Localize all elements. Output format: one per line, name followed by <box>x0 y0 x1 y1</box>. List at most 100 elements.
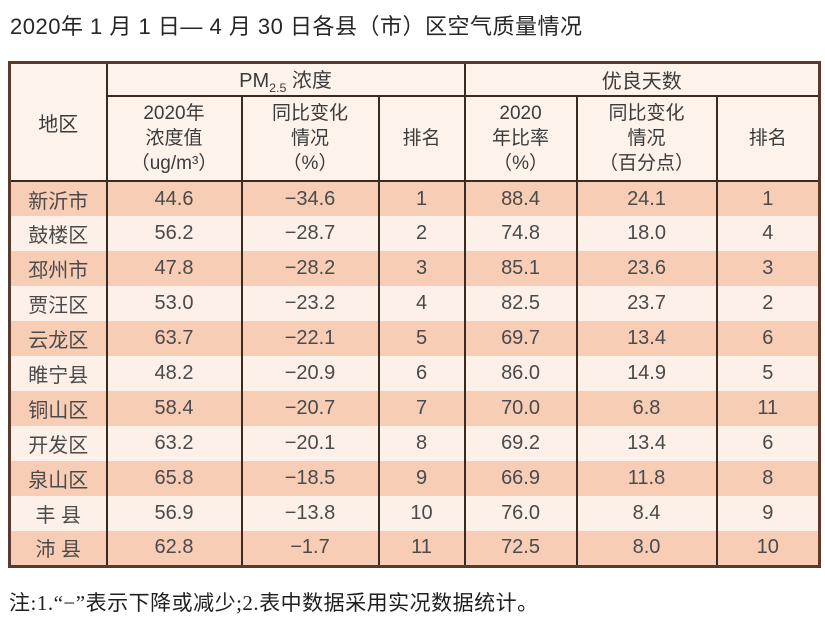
cell-pm-change: −28.7 <box>240 216 379 251</box>
table-row: 开发区 63.2 −20.1 8 69.2 13.4 6 <box>8 426 820 461</box>
cell-pm-change: −28.2 <box>240 251 379 286</box>
cell-pm-change: −22.1 <box>240 321 379 356</box>
cell-gd-rank: 10 <box>715 531 820 566</box>
col-header-region: 地区 <box>8 62 107 182</box>
cell-gd-change: 6.8 <box>575 391 717 426</box>
col-header-pm-value: 2020年 浓度值 （ug/m³） <box>105 96 242 182</box>
table-row: 贾汪区 53.0 −23.2 4 82.5 23.7 2 <box>8 286 820 321</box>
cell-gd-rank: 3 <box>715 251 820 286</box>
table-header: 地区 PM2.5 浓度 优良天数 2020年 浓度值 （ug/m³） 同比变化 … <box>8 62 820 182</box>
page-title: 2020年 1 月 1 日— 4 月 30 日各县（市）区空气质量情况 <box>10 14 583 39</box>
cell-pm-rank: 9 <box>377 461 465 496</box>
cell-gd-rank: 1 <box>715 181 820 216</box>
cell-gd-rate: 82.5 <box>463 286 577 321</box>
cell-pm-change: −18.5 <box>240 461 379 496</box>
cell-gd-rank: 4 <box>715 216 820 251</box>
cell-pm-change: −23.2 <box>240 286 379 321</box>
table-row: 铜山区 58.4 −20.7 7 70.0 6.8 11 <box>8 391 820 426</box>
cell-gd-change: 11.8 <box>575 461 717 496</box>
cell-gd-change: 14.9 <box>575 356 717 391</box>
cell-gd-change: 18.0 <box>575 216 717 251</box>
cell-gd-rank: 6 <box>715 321 820 356</box>
col-header-gd-rate: 2020 年比率 （%） <box>463 96 577 182</box>
cell-pm-value: 65.8 <box>105 461 242 496</box>
cell-pm-change: −13.8 <box>240 496 379 531</box>
cell-pm-value: 48.2 <box>105 356 242 391</box>
air-quality-table: 地区 PM2.5 浓度 优良天数 2020年 浓度值 （ug/m³） 同比变化 … <box>8 61 822 568</box>
cell-gd-rate: 74.8 <box>463 216 577 251</box>
group-header-good-days: 优良天数 <box>463 62 820 97</box>
cell-region: 邳州市 <box>8 251 107 286</box>
cell-pm-value: 47.8 <box>105 251 242 286</box>
table-row: 睢宁县 48.2 −20.9 6 86.0 14.9 5 <box>8 356 820 391</box>
cell-gd-rate: 86.0 <box>463 356 577 391</box>
group-header-pm25: PM2.5 浓度 <box>105 62 465 97</box>
cell-pm-rank: 2 <box>377 216 465 251</box>
cell-pm-value: 56.9 <box>105 496 242 531</box>
cell-gd-change: 13.4 <box>575 321 717 356</box>
table-body: 新沂市 44.6 −34.6 1 88.4 24.1 1 鼓楼区 56.2 −2… <box>8 181 820 566</box>
cell-region: 鼓楼区 <box>8 216 107 251</box>
cell-region: 沛 县 <box>8 531 107 566</box>
cell-gd-rate: 70.0 <box>463 391 577 426</box>
cell-gd-rank: 6 <box>715 426 820 461</box>
cell-gd-rank: 5 <box>715 356 820 391</box>
cell-region: 新沂市 <box>8 181 107 216</box>
table-row: 沛 县 62.8 −1.7 11 72.5 8.0 10 <box>8 531 820 566</box>
cell-pm-rank: 3 <box>377 251 465 286</box>
cell-region: 云龙区 <box>8 321 107 356</box>
cell-pm-rank: 5 <box>377 321 465 356</box>
table-row: 鼓楼区 56.2 −28.7 2 74.8 18.0 4 <box>8 216 820 251</box>
cell-gd-change: 8.0 <box>575 531 717 566</box>
cell-pm-change: −34.6 <box>240 181 379 216</box>
cell-pm-change: −20.7 <box>240 391 379 426</box>
col-header-pm-change: 同比变化 情况 （%） <box>240 96 379 182</box>
cell-gd-rate: 69.7 <box>463 321 577 356</box>
cell-region: 丰 县 <box>8 496 107 531</box>
cell-pm-value: 56.2 <box>105 216 242 251</box>
group-header-row: 地区 PM2.5 浓度 优良天数 <box>8 62 820 182</box>
cell-pm-change: −20.9 <box>240 356 379 391</box>
table-row: 邳州市 47.8 −28.2 3 85.1 23.6 3 <box>8 251 820 286</box>
cell-gd-rate: 66.9 <box>463 461 577 496</box>
cell-pm-value: 63.7 <box>105 321 242 356</box>
cell-gd-rate: 69.2 <box>463 426 577 461</box>
cell-gd-rate: 72.5 <box>463 531 577 566</box>
cell-gd-rank: 11 <box>715 391 820 426</box>
cell-gd-change: 23.6 <box>575 251 717 286</box>
footnote: 注:1.“−”表示下降或减少;2.表中数据采用实况数据统计。 <box>9 591 539 615</box>
cell-pm-rank: 8 <box>377 426 465 461</box>
cell-gd-rank: 2 <box>715 286 820 321</box>
cell-pm-value: 62.8 <box>105 531 242 566</box>
cell-gd-rank: 9 <box>715 496 820 531</box>
cell-gd-rate: 85.1 <box>463 251 577 286</box>
cell-pm-value: 63.2 <box>105 426 242 461</box>
cell-gd-change: 23.7 <box>575 286 717 321</box>
cell-gd-rate: 88.4 <box>463 181 577 216</box>
sub-header-row: 2020年 浓度值 （ug/m³） 同比变化 情况 （%） 排名 2020 年比… <box>10 96 820 182</box>
cell-pm-value: 58.4 <box>105 391 242 426</box>
cell-region: 开发区 <box>8 426 107 461</box>
cell-pm-rank: 6 <box>377 356 465 391</box>
cell-gd-change: 13.4 <box>575 426 717 461</box>
cell-pm-change: −20.1 <box>240 426 379 461</box>
cell-pm-change: −1.7 <box>240 531 379 566</box>
cell-pm-rank: 10 <box>377 496 465 531</box>
cell-region: 贾汪区 <box>8 286 107 321</box>
cell-region: 泉山区 <box>8 461 107 496</box>
cell-pm-rank: 1 <box>377 181 465 216</box>
pm25-subscript: 2.5 <box>269 81 287 95</box>
col-header-pm-rank: 排名 <box>377 96 465 182</box>
table-row: 云龙区 63.7 −22.1 5 69.7 13.4 6 <box>8 321 820 356</box>
cell-pm-value: 44.6 <box>105 181 242 216</box>
cell-pm-rank: 11 <box>377 531 465 566</box>
table-row: 新沂市 44.6 −34.6 1 88.4 24.1 1 <box>8 181 820 216</box>
cell-region: 睢宁县 <box>8 356 107 391</box>
cell-pm-value: 53.0 <box>105 286 242 321</box>
table-row: 泉山区 65.8 −18.5 9 66.9 11.8 8 <box>8 461 820 496</box>
cell-gd-change: 24.1 <box>575 181 717 216</box>
pm25-suffix: 浓度 <box>286 70 332 92</box>
cell-gd-rank: 8 <box>715 461 820 496</box>
cell-gd-rate: 76.0 <box>463 496 577 531</box>
table-row: 丰 县 56.9 −13.8 10 76.0 8.4 9 <box>8 496 820 531</box>
